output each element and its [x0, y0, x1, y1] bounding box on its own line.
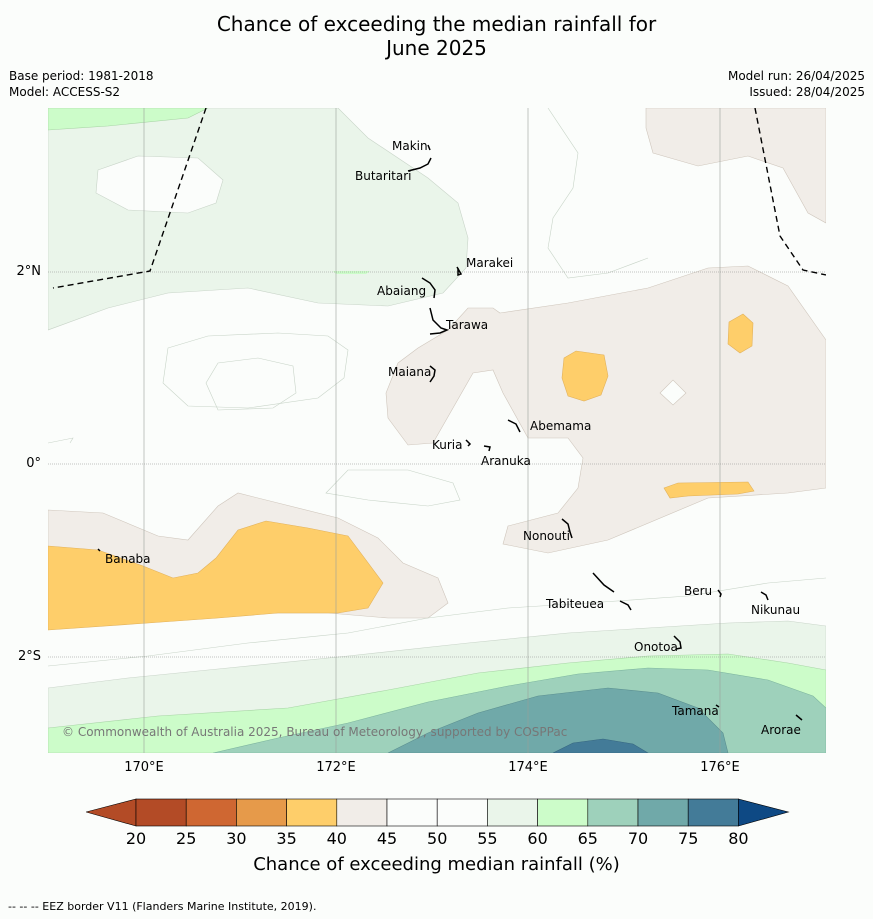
- colorbar-cell: [687, 798, 739, 827]
- colorbar-tick-label: 35: [276, 829, 297, 848]
- label-aranuka: Aranuka: [481, 454, 531, 468]
- label-banaba: Banaba: [105, 552, 151, 566]
- lon-label-174e: 174°E: [508, 760, 548, 775]
- colorbar-tick-label: 80: [728, 829, 749, 848]
- colorbar-cell: [336, 798, 388, 827]
- label-nonouti: Nonouti: [523, 529, 570, 543]
- region-60-65-top: [48, 108, 209, 131]
- label-tamana: Tamana: [671, 704, 719, 718]
- label-makin: Makin: [392, 139, 428, 153]
- colorbar-extend-low: [86, 798, 137, 827]
- lon-label-172e: 172°E: [316, 760, 356, 775]
- contour-line: [547, 108, 649, 279]
- contour-line: [325, 469, 461, 507]
- title-line-2: June 2025: [386, 36, 487, 60]
- colorbar-cell: [637, 798, 689, 827]
- model-label: Model: ACCESS-S2: [9, 85, 121, 99]
- colorbar-tick-label: 55: [477, 829, 498, 848]
- contour-line: [48, 577, 826, 667]
- colorbar-tick-label: 65: [577, 829, 598, 848]
- label-abemama: Abemama: [530, 419, 591, 433]
- graticule: [143, 108, 721, 753]
- region-40-45-central: [385, 265, 826, 554]
- eez-border-east: [754, 108, 826, 276]
- colorbar-tick-label: 70: [627, 829, 649, 848]
- label-arorae: Arorae: [761, 723, 801, 737]
- eez-border-west: [52, 108, 207, 289]
- colorbar-tick-label: 25: [176, 829, 197, 848]
- colorbar-cell: [386, 798, 438, 827]
- colorbar-title: Chance of exceeding median rainfall (%): [253, 854, 620, 875]
- colorbar-cell: [436, 798, 488, 827]
- label-tabiteuea: Tabiteuea: [545, 597, 604, 611]
- eez-footer-note: -- -- -- EEZ border V11 (Flanders Marine…: [8, 900, 317, 913]
- region-70-75-south: [387, 687, 729, 753]
- lat-label-2s: 2°S: [17, 649, 41, 664]
- issued-label: Issued: 28/04/2025: [749, 85, 865, 99]
- colorbar-cell: [286, 798, 338, 827]
- label-kuria: Kuria: [432, 438, 463, 452]
- label-marakei: Marakei: [466, 256, 513, 270]
- colorbar-tick-label: 30: [226, 829, 247, 848]
- chart-title: Chance of exceeding the median rainfall …: [0, 12, 873, 60]
- colorbar-cell: [236, 798, 287, 827]
- region-35-40-east-1: [561, 350, 609, 402]
- lat-label-2n: 2°N: [16, 264, 42, 279]
- colorbar-cell: [185, 798, 237, 827]
- meta-left: Base period: 1981-2018 Model: ACCESS-S2: [9, 68, 154, 100]
- region-hole-east: [659, 379, 687, 406]
- colorbar-tick-label: 50: [427, 829, 448, 848]
- region-35-40-east-2: [727, 313, 754, 354]
- region-35-40-east-3: [663, 481, 755, 499]
- colorbar-cell: [587, 798, 639, 827]
- contour-line: [48, 437, 74, 444]
- label-butaritari: Butaritari: [355, 169, 412, 183]
- contour-line: [205, 357, 297, 411]
- colorbar-cell: [487, 798, 538, 827]
- lat-label-0: 0°: [26, 456, 41, 471]
- colorbar-tick-label: 75: [678, 829, 699, 848]
- meta-right: Model run: 26/04/2025 Issued: 28/04/2025: [728, 68, 865, 100]
- label-onotoa: Onotoa: [634, 640, 678, 654]
- copyright-notice: © Commonwealth of Australia 2025, Bureau…: [62, 725, 567, 739]
- region-green-fleck: [333, 271, 370, 274]
- region-35-40-southwest: [48, 520, 384, 631]
- label-tarawa: Tarawa: [445, 318, 488, 332]
- rainfall-map: Makin Butaritari Marakei Abaiang Tarawa …: [48, 108, 826, 753]
- island-shapes: [97, 144, 803, 721]
- colorbar-tick-label: 40: [326, 829, 347, 848]
- colorbar-cell: [537, 798, 589, 827]
- contour-line: [162, 332, 349, 409]
- label-maiana: Maiana: [388, 365, 431, 379]
- label-beru: Beru: [684, 584, 712, 598]
- model-run-label: Model run: 26/04/2025: [727, 69, 865, 83]
- lon-label-176e: 176°E: [700, 760, 740, 775]
- colorbar-tick-label: 60: [527, 829, 548, 848]
- colorbar-tick-label: 45: [376, 829, 398, 848]
- graticule-latitude: [48, 271, 826, 658]
- label-nikunau: Nikunau: [751, 603, 800, 617]
- lon-label-170e: 170°E: [124, 760, 164, 775]
- colorbar-tick-label: 20: [125, 829, 147, 848]
- colorbar-cell: [135, 798, 187, 827]
- label-abaiang: Abaiang: [377, 284, 426, 298]
- region-75-80-south: [552, 738, 649, 753]
- region-hole-north: [95, 155, 224, 214]
- colorbar-extend-high: [738, 798, 790, 827]
- title-line-1: Chance of exceeding the median rainfall …: [216, 12, 657, 36]
- base-period-label: Base period: 1981-2018: [9, 69, 154, 83]
- colorbar: [86, 798, 790, 827]
